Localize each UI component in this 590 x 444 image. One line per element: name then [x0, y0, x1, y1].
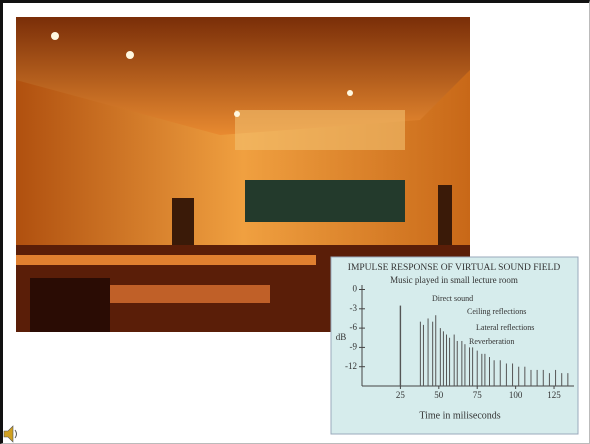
y-tick-label: -12	[345, 361, 357, 371]
x-tick-label: 50	[434, 390, 444, 400]
y-tick-label: -9	[350, 341, 358, 351]
x-tick-label: 125	[547, 390, 561, 400]
y-tick-label: -3	[350, 303, 358, 313]
annotation: Reverberation	[469, 337, 514, 346]
chart-subtitle: Music played in small lecture room	[390, 275, 518, 285]
y-tick-label: 0	[353, 284, 358, 294]
x-tick-label: 75	[473, 390, 483, 400]
annotation: Lateral reflections	[476, 323, 534, 332]
y-axis-label: dB	[336, 332, 347, 342]
speaker-icon[interactable]	[3, 425, 17, 443]
chart-title: IMPULSE RESPONSE OF VIRTUAL SOUND FIELD	[348, 263, 561, 273]
x-tick-label: 100	[509, 390, 523, 400]
y-tick-label: -6	[350, 322, 358, 332]
annotation: Direct sound	[432, 294, 473, 303]
x-axis-label: Time in miliseconds	[419, 410, 500, 421]
x-tick-label: 25	[396, 390, 406, 400]
annotation: Ceiling reflections	[467, 307, 526, 316]
